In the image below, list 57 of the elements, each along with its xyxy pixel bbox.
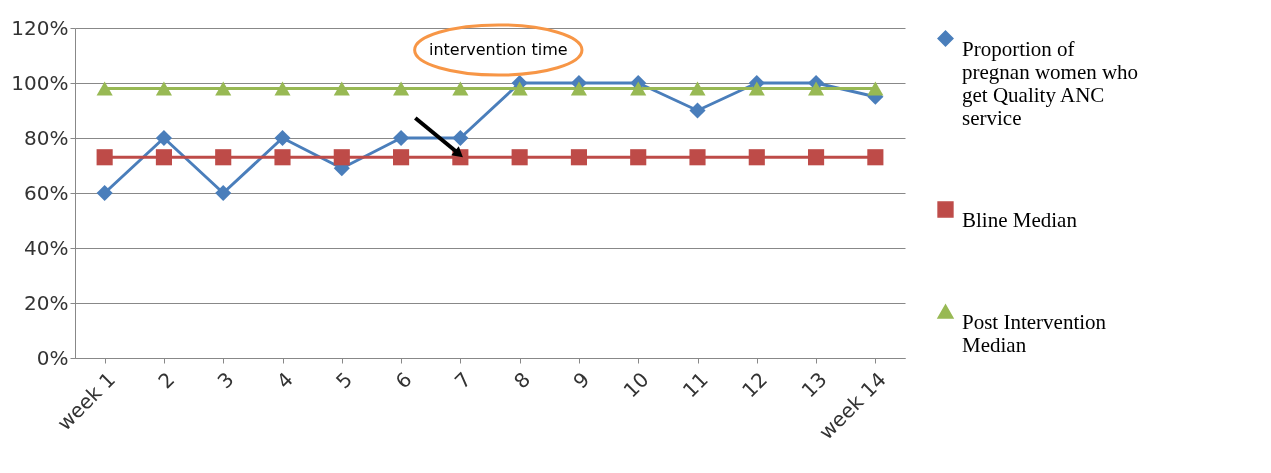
x-tick-label: 10: [618, 367, 654, 403]
point: [393, 81, 410, 96]
point: [689, 149, 706, 166]
point: [215, 184, 232, 202]
point: [215, 149, 232, 166]
point: [689, 102, 706, 119]
point: [96, 81, 113, 96]
point: [96, 149, 113, 166]
point: [96, 184, 113, 202]
legend-label: Proportion of pregnan women who get Quality ANC service: [962, 36, 1139, 130]
point: [274, 81, 291, 96]
y-tick-label: 60%: [24, 180, 69, 205]
y-tick-label: 80%: [24, 125, 69, 150]
point: [452, 81, 469, 96]
annotation: intervention time: [428, 40, 568, 59]
legend-label: Bline Median: [962, 207, 1078, 232]
y-tick-label: 100%: [11, 70, 69, 95]
point: [867, 81, 884, 96]
point: [333, 149, 350, 166]
x-tick-label: 7: [449, 367, 476, 394]
point: [867, 149, 884, 166]
y-tick-label: 20%: [24, 290, 69, 315]
x-tick-label: 9: [568, 367, 595, 394]
point: [630, 149, 647, 166]
point: [808, 81, 825, 96]
point: [333, 81, 350, 96]
point: [570, 149, 587, 166]
point: [511, 81, 528, 96]
point: [393, 149, 410, 166]
point: [689, 81, 706, 96]
x-tick-label: 2: [153, 367, 180, 394]
point: [155, 129, 172, 147]
point: [215, 81, 232, 96]
point: [570, 81, 587, 96]
x-tick-label: 12: [737, 367, 773, 403]
point: [155, 149, 172, 166]
x-tick-label: 11: [677, 367, 713, 403]
point: [393, 129, 410, 147]
x-tick-label: 5: [331, 367, 358, 394]
y-tick-label: 0%: [36, 345, 69, 370]
point: [274, 129, 291, 147]
x-tick-label: 4: [271, 367, 298, 394]
point: [748, 149, 765, 166]
point: [748, 81, 765, 96]
x-tick-label: 13: [796, 367, 832, 403]
x-tick-label: 3: [212, 367, 239, 394]
point: [155, 81, 172, 96]
legend-label: Post Intervention Median: [962, 309, 1107, 357]
x-tick-label: 8: [509, 367, 535, 394]
point: [630, 81, 647, 96]
point: [511, 149, 528, 166]
x-tick-label: 6: [390, 367, 417, 394]
y-tick-label: 40%: [24, 235, 69, 260]
point: [452, 129, 469, 147]
point: [808, 149, 825, 166]
y-tick-label: 120%: [11, 15, 69, 40]
point: [274, 149, 291, 166]
